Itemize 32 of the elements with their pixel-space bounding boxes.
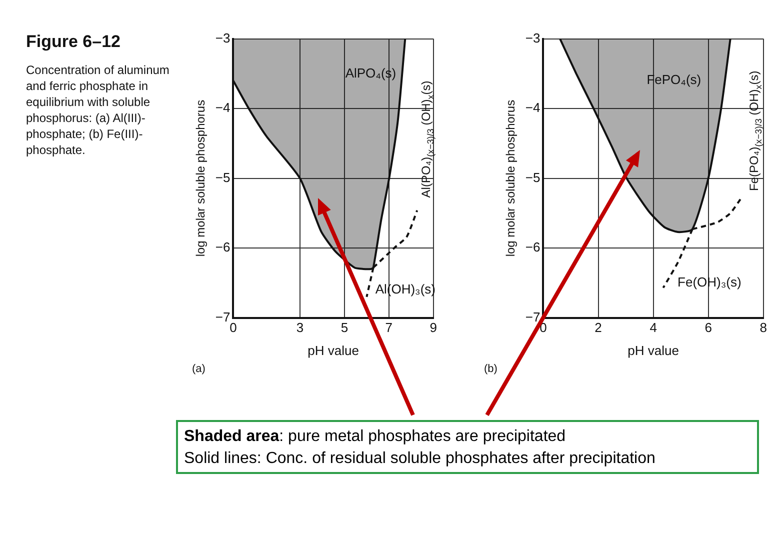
y-tick-label: −4 xyxy=(215,100,230,116)
y-tick-label: −6 xyxy=(525,240,540,255)
text: Solid lines: Conc. of residual soluble phosphates after precipitation xyxy=(184,449,656,469)
x-axis-title: pH value xyxy=(628,342,679,358)
x-tick-label: 7 xyxy=(385,320,393,336)
y-tick-label: −5 xyxy=(525,170,540,185)
text: Figure 6–12 xyxy=(26,32,122,52)
x-tick-label: 8 xyxy=(760,320,767,336)
x-tick-label: 6 xyxy=(704,320,712,336)
text: (b) xyxy=(484,363,498,375)
annotation: Fe(PO₄)(x−3)/3 (OH)x(s) xyxy=(746,70,764,192)
y-tick-label: −6 xyxy=(215,240,230,255)
x-tick-label: 2 xyxy=(594,320,602,336)
text: (a) xyxy=(192,363,206,375)
y-axis-title: log molar soluble phosphorus xyxy=(504,100,518,257)
y-tick-label: −7 xyxy=(525,309,540,324)
x-tick-label: 5 xyxy=(340,320,348,336)
y-tick-label: −3 xyxy=(215,30,230,46)
y-axis-title: log molar soluble phosphorus xyxy=(194,100,208,257)
text: Shaded area: pure metal phosphates are precipitated xyxy=(184,427,567,447)
y-tick-label: −7 xyxy=(215,309,230,324)
y-tick-label: −5 xyxy=(215,170,230,185)
x-tick-label: 9 xyxy=(430,320,437,336)
x-axis-title: pH value xyxy=(308,342,359,358)
text: Concentration of aluminum and ferric phosphate in equilibrium with soluble phosphorus: (a) Al(III)-phosphate; (b) Fe(III)-phosphate. xyxy=(26,62,170,158)
x-tick-label: 4 xyxy=(650,320,657,336)
x-tick-label: 0 xyxy=(540,320,547,336)
x-tick-label: 0 xyxy=(230,320,237,336)
x-tick-label: 3 xyxy=(296,320,304,336)
annotation: Al(PO₄)(x−3)/3 (OH)x(s) xyxy=(419,80,436,198)
y-tick-label: −4 xyxy=(525,100,540,116)
y-tick-label: −3 xyxy=(525,30,540,46)
